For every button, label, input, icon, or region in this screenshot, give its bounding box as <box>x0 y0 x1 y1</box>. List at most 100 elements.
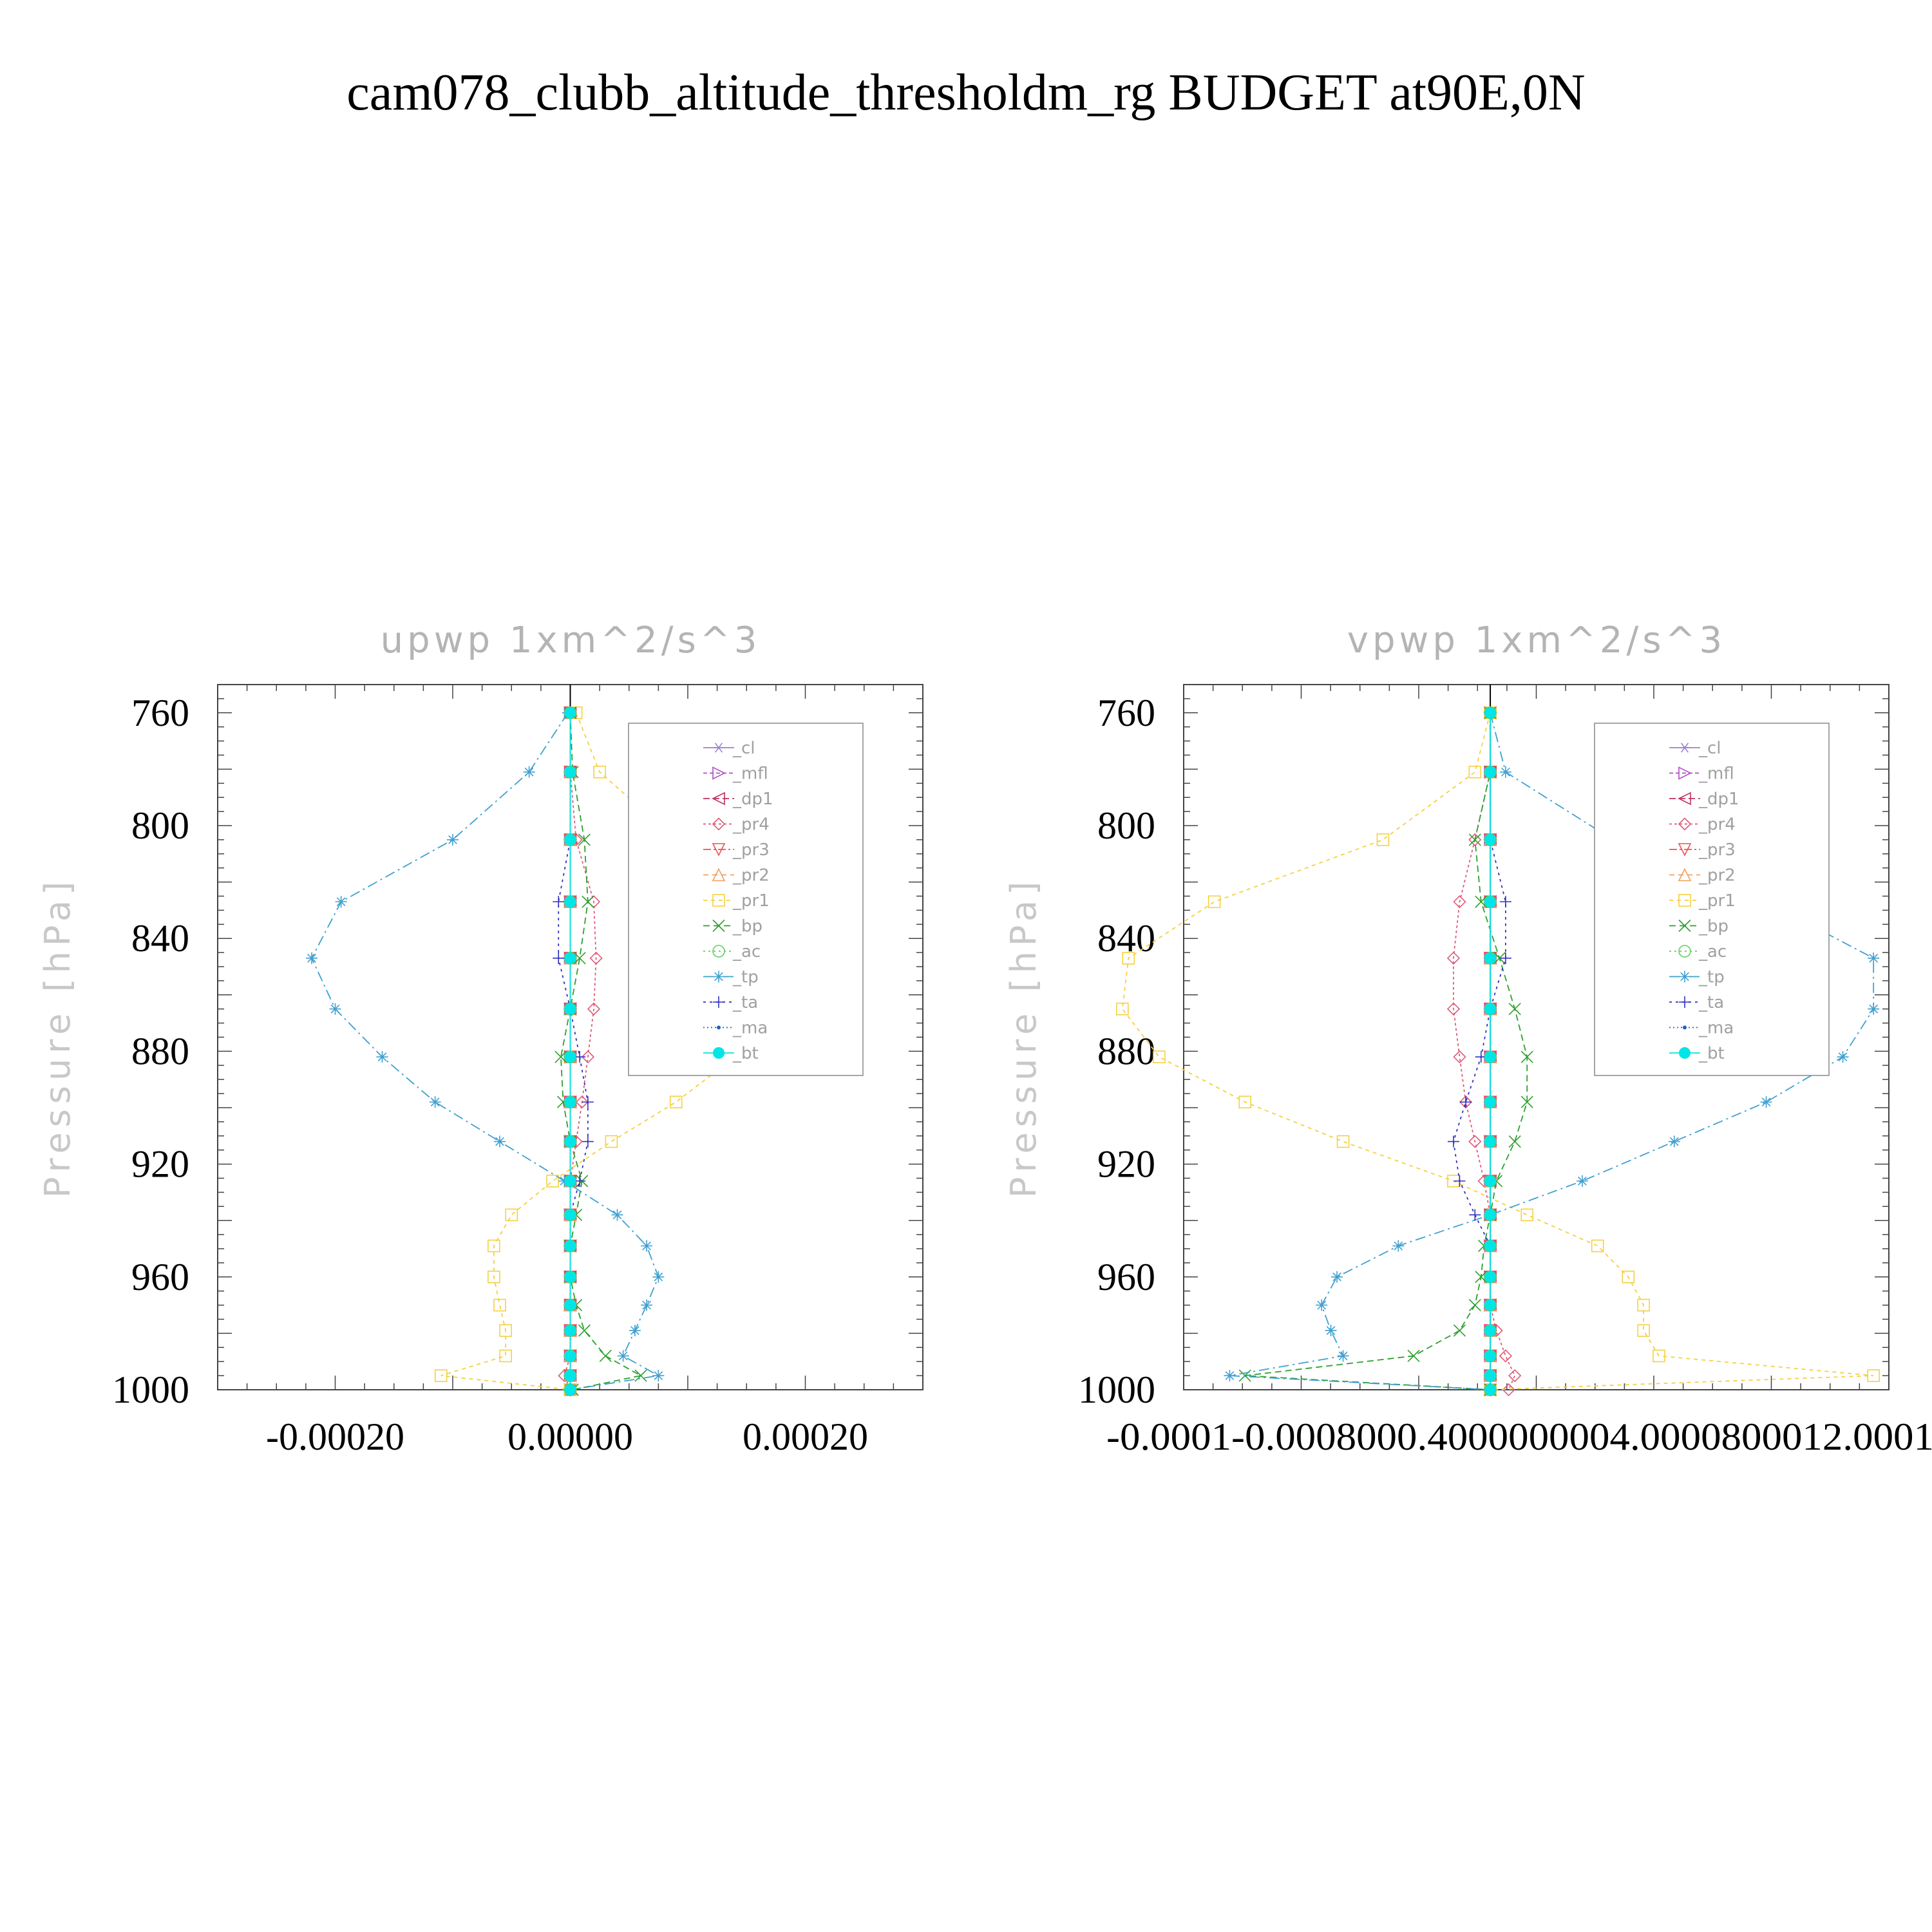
data-point-tp <box>1760 1096 1772 1108</box>
legend-label: _ta <box>732 993 758 1012</box>
data-point-tp <box>306 952 317 964</box>
data-point-pr4 <box>1453 1050 1466 1064</box>
legend-marker <box>712 791 725 806</box>
data-point-tp <box>1668 1135 1680 1148</box>
data-point-tp <box>1325 1325 1337 1337</box>
data-point-pr1 <box>1591 1239 1604 1253</box>
data-point-pr4 <box>1453 895 1466 909</box>
y-tick-label: 920 <box>1097 1143 1155 1186</box>
legend-marker <box>1678 894 1691 907</box>
legend-marker <box>1678 843 1692 857</box>
legend-label: _ta <box>1698 993 1724 1012</box>
data-point-pr4 <box>589 951 603 965</box>
data-point-bt <box>1484 952 1497 964</box>
data-point-bt <box>564 1299 576 1311</box>
data-point-tp <box>376 1051 388 1063</box>
series-line-ta <box>558 712 589 1390</box>
data-point-pr1 <box>605 1135 618 1148</box>
data-point-pr4 <box>581 1050 595 1064</box>
legend-label: _pr1 <box>1698 891 1736 911</box>
data-point-bt <box>564 1384 576 1396</box>
legend-label: _pr3 <box>732 840 770 860</box>
upwp-panel: upwp 1xm^2/s^3 Pressure [hPa] 760 800 840 880… <box>37 620 923 1458</box>
legend-marker <box>712 817 726 831</box>
y-tick-label: 880 <box>131 1030 189 1072</box>
figure-title: cam078_clubb_altitude_thresholdm_rg BUDG… <box>346 64 1585 121</box>
data-point-bt <box>1484 1240 1497 1252</box>
data-point-pr1 <box>505 1208 518 1222</box>
data-point-bt <box>1484 1299 1497 1311</box>
legend-label: _cl <box>732 739 755 758</box>
data-point-ta <box>1499 952 1511 964</box>
y-tick-label: 1000 <box>1078 1368 1155 1411</box>
data-point-pr1 <box>499 1324 512 1337</box>
data-point-bt <box>564 1135 576 1148</box>
legend-marker <box>712 945 725 958</box>
legend-label: _ac <box>732 942 761 961</box>
data-point-tp <box>1316 1299 1328 1311</box>
data-point-bt <box>1484 1135 1497 1148</box>
data-point-pr4 <box>1502 1383 1515 1397</box>
legend-marker <box>1678 766 1692 780</box>
legend-marker <box>713 1047 724 1059</box>
y-tick-label: 800 <box>131 804 189 847</box>
data-point-ta <box>553 952 565 964</box>
data-point-tp <box>1576 1175 1588 1187</box>
data-point-tp <box>1837 1051 1849 1063</box>
data-point-bt <box>1484 1175 1497 1187</box>
x-tick-label: -0.00020 <box>266 1416 404 1458</box>
data-point-pr4 <box>1508 1368 1522 1383</box>
data-point-bt <box>1484 1370 1497 1382</box>
data-point-pr4 <box>1499 1349 1513 1363</box>
data-point-bp <box>1468 1299 1481 1312</box>
legend-label: _ma <box>1698 1019 1734 1038</box>
data-point-bp <box>1453 1324 1466 1337</box>
legend-marker <box>1678 867 1692 882</box>
data-point-ta <box>553 896 565 908</box>
legend-label: _ac <box>1698 942 1727 961</box>
y-tick-label: 840 <box>1097 917 1155 960</box>
vpwp-panel: vpwp 1xm^2/s^3 Pressure [hPa] 760 800 840 880… <box>1003 620 1932 1458</box>
data-point-tp <box>617 1350 629 1362</box>
y-axis-label: Pressure [hPa] <box>37 876 78 1198</box>
y-tick-label: 760 <box>1097 692 1155 734</box>
data-point-bp <box>1520 1095 1533 1108</box>
legend-label: _pr3 <box>1698 840 1736 860</box>
data-point-tp <box>641 1299 653 1311</box>
data-point-bt <box>564 1096 576 1108</box>
legend-label: _dp1 <box>1698 790 1739 809</box>
legend-marker <box>713 971 724 983</box>
data-point-ta <box>1454 1175 1466 1187</box>
y-tick-label: 840 <box>131 917 189 960</box>
data-point-bt <box>564 1350 576 1362</box>
data-point-tp <box>1868 1003 1880 1015</box>
data-point-tp <box>1337 1350 1349 1362</box>
data-point-tp <box>629 1325 641 1337</box>
data-point-pr1 <box>1336 1135 1350 1148</box>
x-tick-label: 0.00020 <box>743 1416 868 1458</box>
data-point-tp <box>611 1209 623 1221</box>
data-point-pr4 <box>1446 1002 1461 1016</box>
series-line-pr4 <box>564 712 597 1390</box>
legend: _cl _mfl _dp1 _pr4 _pr3 _pr2 _pr1 _bp _ac _tp _ta _… <box>628 723 864 1076</box>
y-tick-label: 880 <box>1097 1030 1155 1072</box>
data-point-bt <box>1484 706 1497 719</box>
data-point-bt <box>564 1209 576 1221</box>
y-tick-label: 760 <box>131 692 189 734</box>
legend-label: _pr2 <box>732 866 770 886</box>
data-point-pr4 <box>1468 1135 1482 1148</box>
legend-marker <box>717 1025 721 1030</box>
data-point-pr1 <box>1867 1369 1880 1382</box>
data-point-bp <box>1468 833 1481 846</box>
y-tick-label: 920 <box>131 1143 189 1186</box>
data-point-ta <box>1499 896 1511 908</box>
data-point-bp <box>582 895 594 908</box>
data-point-pr1 <box>1376 833 1390 846</box>
data-point-tp <box>641 1240 653 1252</box>
data-point-tp <box>329 1003 341 1015</box>
data-point-pr1 <box>593 765 606 779</box>
data-point-pr1 <box>488 1239 500 1253</box>
data-point-pr1 <box>488 1271 500 1283</box>
legend-box <box>628 723 864 1076</box>
x-tick-label: 0.00000 <box>507 1416 633 1458</box>
